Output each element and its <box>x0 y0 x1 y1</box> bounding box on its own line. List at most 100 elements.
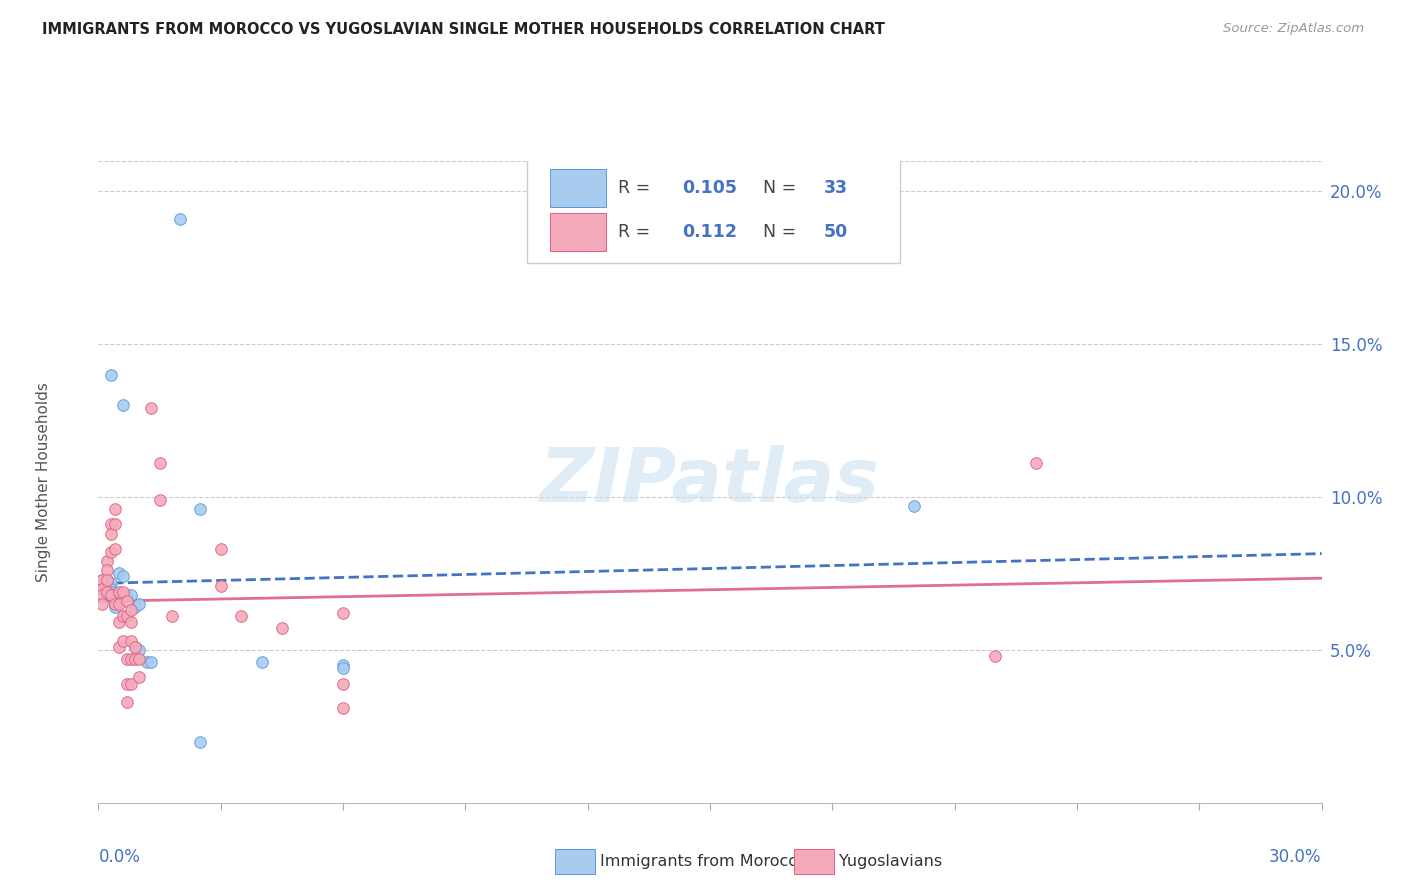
Point <box>91 579 114 593</box>
Point <box>128 652 150 666</box>
Text: 33: 33 <box>824 179 848 197</box>
Point <box>160 609 183 624</box>
Point <box>984 648 1007 663</box>
Text: R =: R = <box>619 179 657 197</box>
Text: R =: R = <box>619 223 657 241</box>
Point <box>104 502 127 516</box>
Point <box>100 582 122 596</box>
Point <box>96 584 118 599</box>
Point <box>100 526 122 541</box>
Text: Immigrants from Morocco: Immigrants from Morocco <box>600 855 807 869</box>
Point <box>108 566 131 581</box>
Text: Yugoslavians: Yugoslavians <box>839 855 942 869</box>
Point <box>120 603 142 617</box>
Point <box>91 573 114 587</box>
Point <box>104 541 127 556</box>
Point <box>108 597 131 611</box>
FancyBboxPatch shape <box>550 213 606 252</box>
Point <box>332 606 354 620</box>
Point <box>149 456 172 470</box>
Point <box>104 517 127 532</box>
Text: N =: N = <box>762 179 801 197</box>
Text: Single Mother Households: Single Mother Households <box>37 382 51 582</box>
Point <box>141 401 163 416</box>
Point <box>96 563 118 577</box>
Point <box>250 655 273 669</box>
Point <box>332 676 354 690</box>
Point <box>96 573 118 587</box>
Point <box>115 652 138 666</box>
Point <box>120 676 142 690</box>
Point <box>108 615 131 630</box>
Point <box>96 554 118 568</box>
Point <box>91 588 114 602</box>
Point <box>115 676 138 690</box>
Point <box>115 588 138 602</box>
Point <box>128 670 150 684</box>
Point <box>332 661 354 675</box>
Point <box>111 569 134 583</box>
Point <box>120 615 142 630</box>
Point <box>231 609 253 624</box>
Point <box>332 701 354 715</box>
Point <box>104 588 127 602</box>
Point <box>111 398 134 412</box>
Point <box>332 658 354 673</box>
Point <box>209 541 232 556</box>
Text: 50: 50 <box>824 223 848 241</box>
Point <box>124 640 146 654</box>
FancyBboxPatch shape <box>550 169 606 207</box>
Point <box>128 597 150 611</box>
Point <box>188 502 212 516</box>
Point <box>108 584 131 599</box>
Point <box>111 633 134 648</box>
Point <box>100 368 122 382</box>
Point <box>128 643 150 657</box>
Point <box>120 652 142 666</box>
Point <box>104 594 127 608</box>
FancyBboxPatch shape <box>526 157 900 263</box>
Point <box>100 588 122 602</box>
Point <box>100 588 122 602</box>
Point <box>91 597 114 611</box>
Point <box>169 211 191 226</box>
Text: Source: ZipAtlas.com: Source: ZipAtlas.com <box>1223 22 1364 36</box>
Point <box>91 582 114 596</box>
Point <box>124 652 146 666</box>
Text: 0.105: 0.105 <box>682 179 737 197</box>
Point <box>136 655 159 669</box>
Point <box>100 575 122 590</box>
Point <box>124 600 146 615</box>
Point <box>120 588 142 602</box>
Point <box>111 609 134 624</box>
Point <box>91 573 114 587</box>
Point <box>115 594 138 608</box>
Point <box>120 633 142 648</box>
Point <box>104 600 127 615</box>
Point <box>1025 456 1047 470</box>
Point <box>124 640 146 654</box>
Point <box>96 584 118 599</box>
Text: 0.112: 0.112 <box>682 223 737 241</box>
Point <box>104 597 127 611</box>
Text: 0.0%: 0.0% <box>98 847 141 866</box>
Point <box>108 588 131 602</box>
Point <box>100 584 122 599</box>
Point <box>96 579 118 593</box>
Point <box>100 545 122 559</box>
Point <box>141 655 163 669</box>
Point <box>100 517 122 532</box>
Point <box>149 493 172 508</box>
Text: ZIPatlas: ZIPatlas <box>540 445 880 518</box>
Point <box>96 588 118 602</box>
Point <box>188 734 212 748</box>
Point <box>209 579 232 593</box>
Point <box>270 622 294 636</box>
Point <box>903 499 925 513</box>
Text: N =: N = <box>762 223 801 241</box>
Text: 30.0%: 30.0% <box>1270 847 1322 866</box>
Point <box>108 640 131 654</box>
Point <box>111 584 134 599</box>
Point <box>115 609 138 624</box>
Point <box>115 695 138 709</box>
